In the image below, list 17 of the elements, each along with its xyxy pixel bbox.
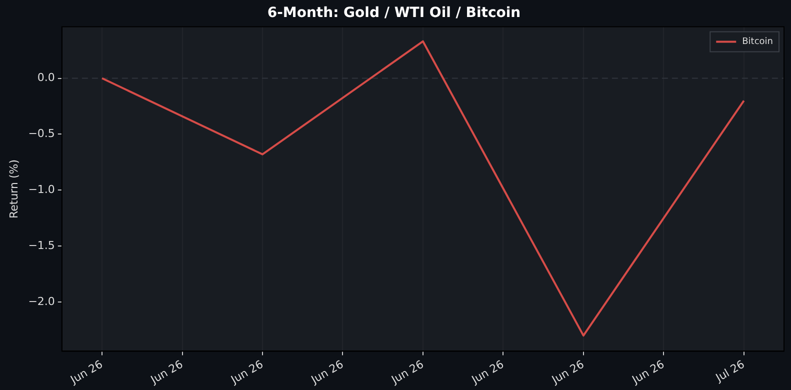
y-tick-label: −2.0 (28, 294, 55, 308)
y-tick-label: 0.0 (37, 71, 55, 84)
x-tick-label: Jun 26 (629, 358, 667, 387)
y-tick-label: −0.5 (28, 127, 55, 140)
legend-label: Bitcoin (742, 37, 774, 48)
y-tick-label: −1.0 (28, 182, 55, 196)
x-tick-label: Jun 26 (228, 358, 266, 387)
x-tick-label: Jun 26 (148, 358, 186, 387)
chart-title: 6-Month: Gold / WTI Oil / Bitcoin (267, 5, 521, 22)
x-tick-label: Jun 26 (68, 358, 105, 387)
y-tick-label: −1.5 (28, 238, 55, 252)
x-tick-label: Jul 26 (712, 358, 747, 385)
y-axis-title: Return (%) (7, 159, 20, 219)
x-tick-label: Jun 26 (468, 358, 506, 387)
x-tick-label: Jun 26 (548, 358, 586, 387)
x-tick-label: Jun 26 (308, 358, 346, 387)
x-tick-label: Jun 26 (388, 358, 426, 387)
